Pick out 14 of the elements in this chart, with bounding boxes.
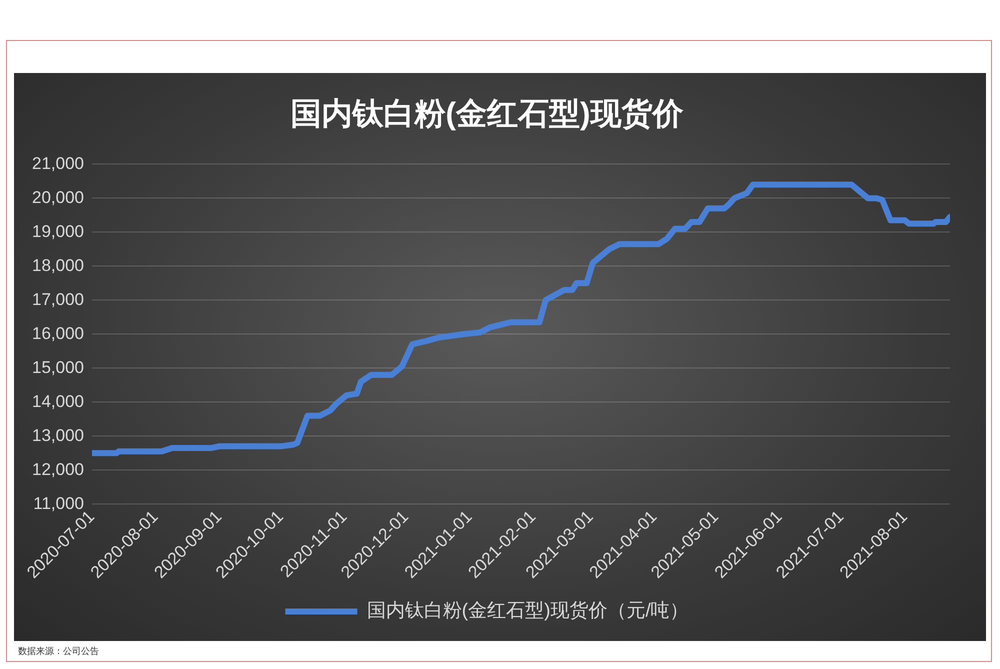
y-tick-label: 12,000 — [32, 460, 84, 479]
y-tick-label: 14,000 — [32, 392, 84, 411]
y-tick-label: 19,000 — [32, 222, 84, 241]
y-tick-label: 13,000 — [32, 426, 84, 445]
y-tick-label: 20,000 — [32, 188, 84, 207]
y-tick-label: 18,000 — [32, 256, 84, 275]
legend-label: 国内钛白粉(金红石型)现货价（元/吨） — [366, 600, 689, 622]
y-tick-label: 21,000 — [32, 154, 84, 173]
y-tick-label: 16,000 — [32, 324, 84, 343]
source-note: 数据来源：公司公告 — [18, 645, 99, 658]
y-tick-label: 11,000 — [33, 494, 84, 513]
y-tick-label: 15,000 — [32, 358, 84, 377]
chart-title: 国内钛白粉(金红石型)现货价 — [290, 96, 684, 132]
y-tick-label: 17,000 — [32, 290, 84, 309]
